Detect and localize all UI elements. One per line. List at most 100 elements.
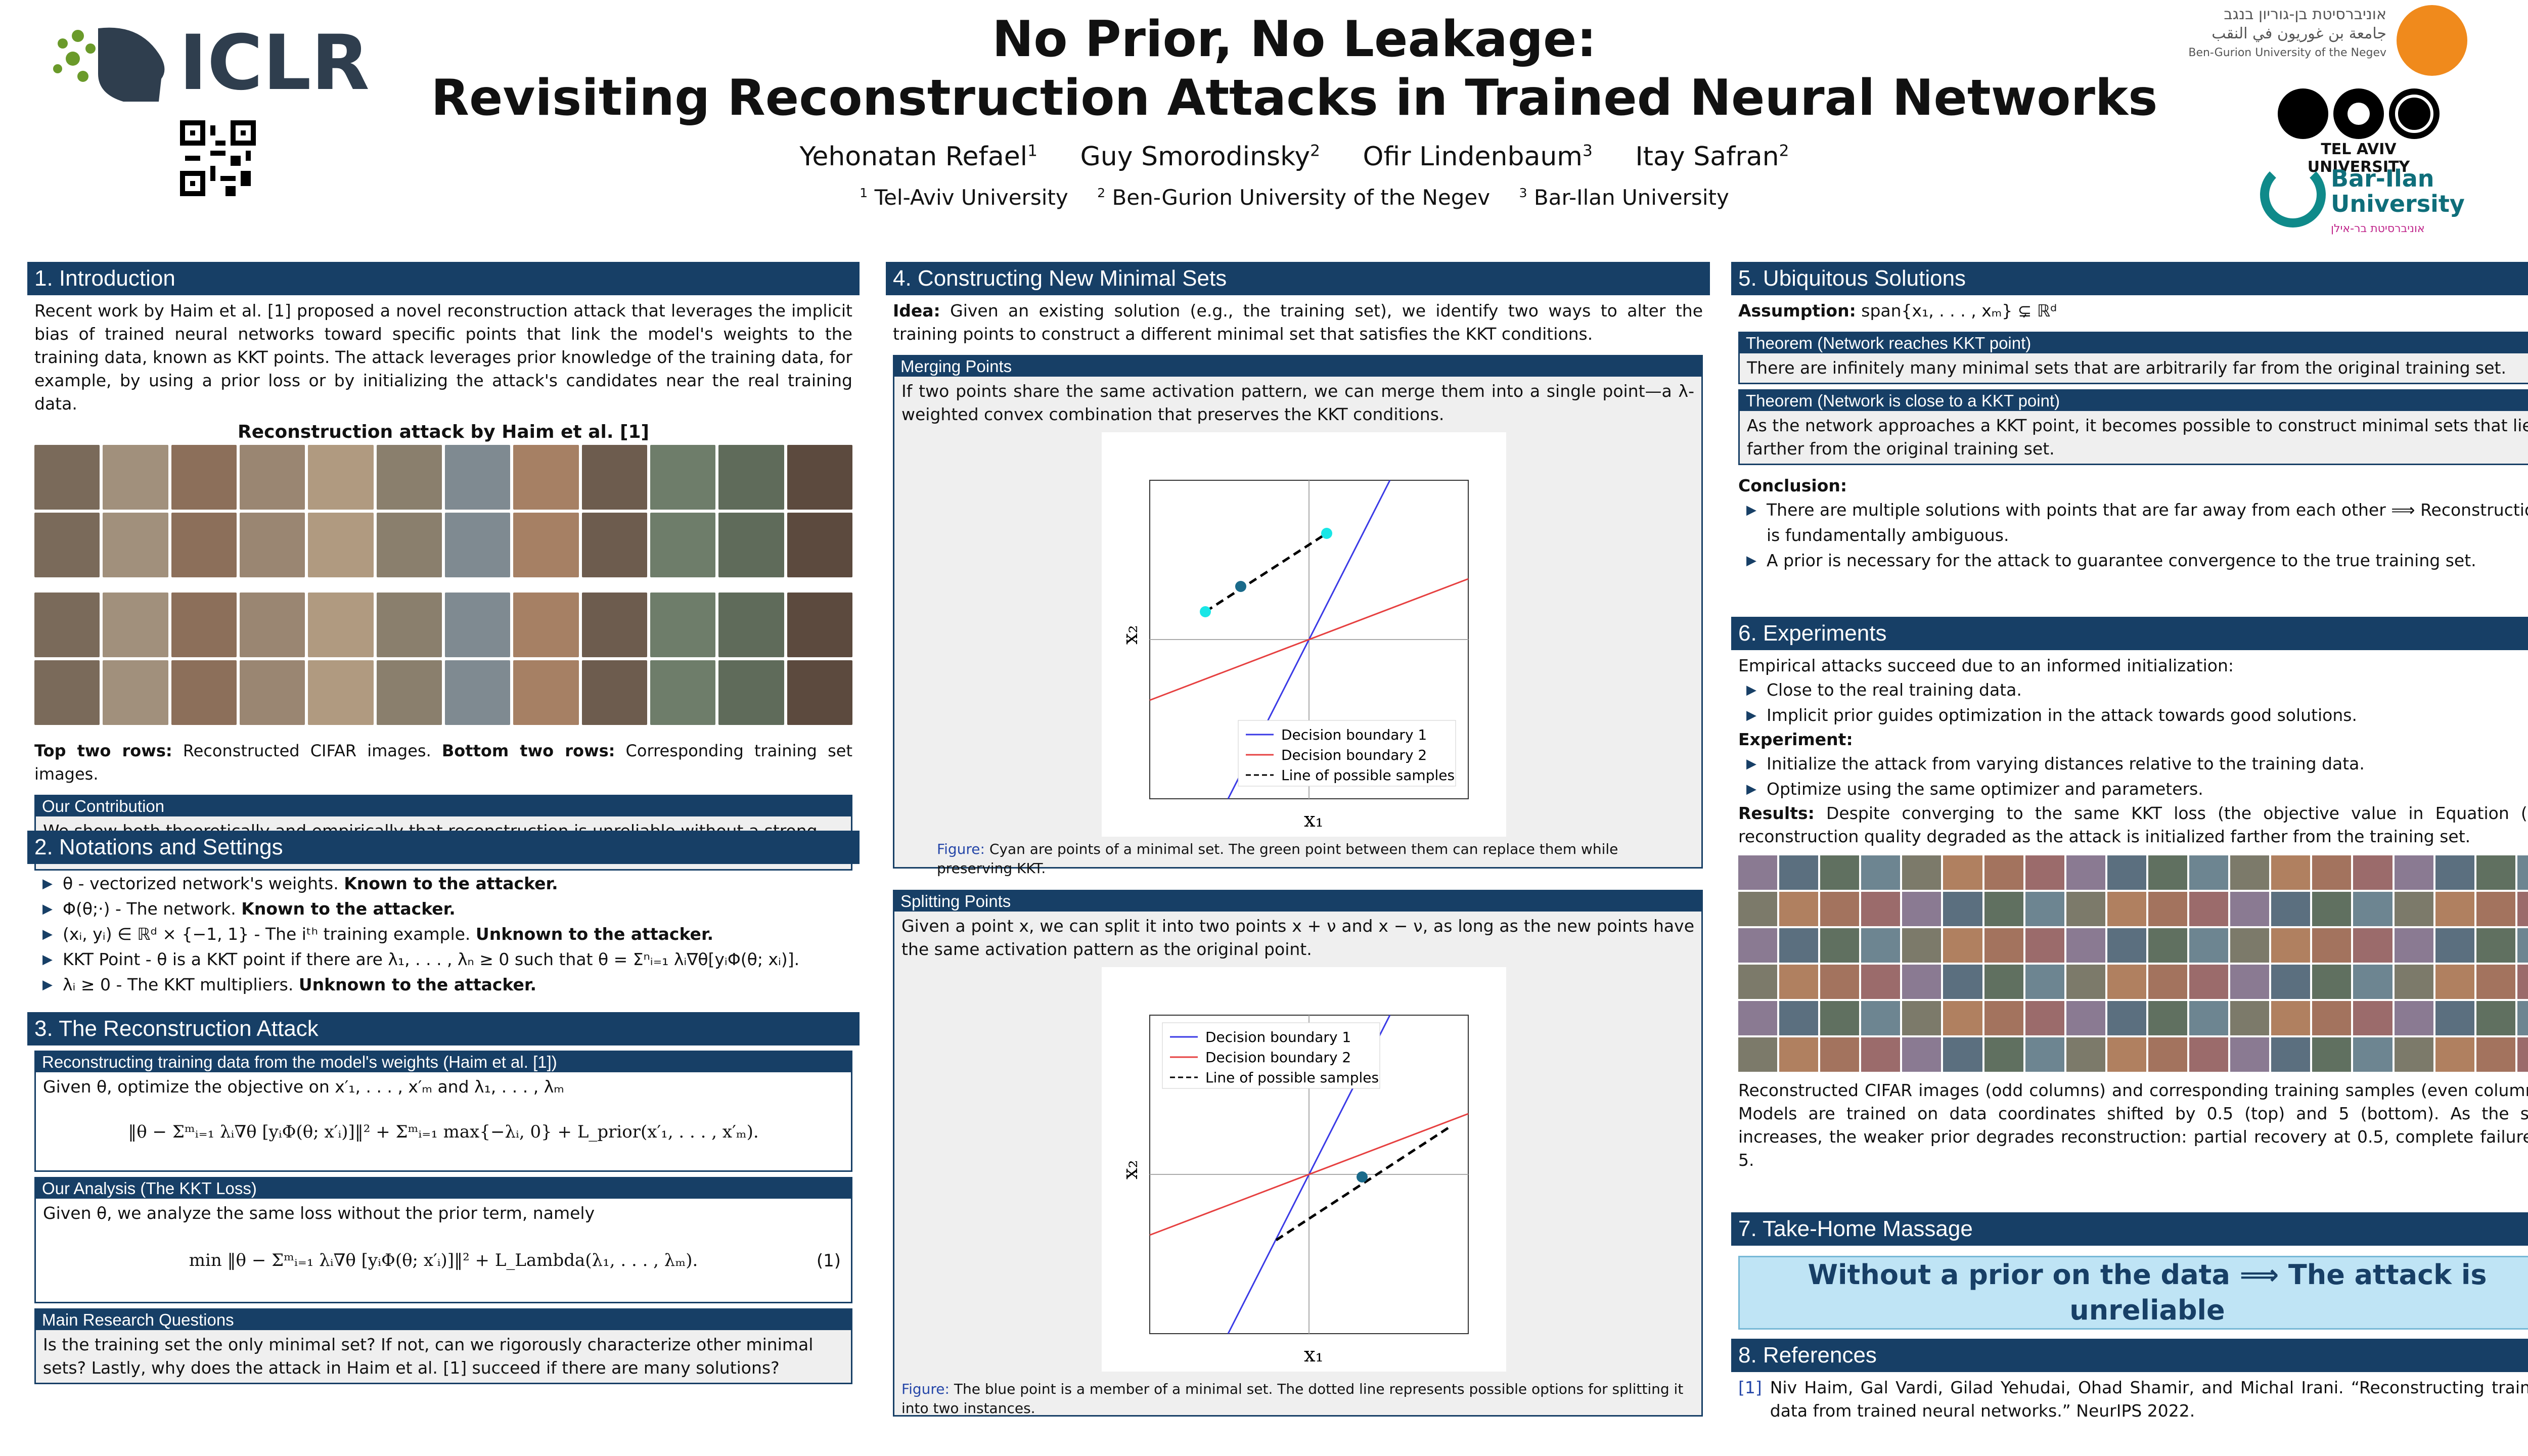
cifar-thumbnail (171, 445, 237, 510)
experiment-thumbnail (1902, 892, 1942, 926)
grid-spacer (513, 580, 578, 589)
conclusion-item: A prior is necessary for the attack to g… (1741, 548, 2528, 573)
experiment-thumbnail (2394, 965, 2433, 999)
experiment-image-grid (1738, 855, 2528, 1072)
figure-title: Reconstruction attack by Haim et al. [1] (238, 422, 649, 442)
grid-spacer (582, 580, 647, 589)
cifar-thumbnail (513, 593, 579, 657)
cifar-thumbnail (513, 445, 579, 510)
grid-spacer (308, 580, 373, 589)
experiment-thumbnail (2107, 855, 2146, 890)
notation-item: (xᵢ, yᵢ) ∈ ℝᵈ × {−1, 1} - The iᵗʰ traini… (37, 922, 852, 947)
affiliation: 3 Bar-Ilan University (1519, 185, 1729, 210)
cifar-thumbnail (171, 593, 237, 657)
author: Guy Smorodinsky2 (1080, 142, 1320, 172)
experiment-thumbnail (2025, 1001, 2064, 1035)
affiliation-list: 1 Tel-Aviv University 2 Ben-Gurion Unive… (0, 185, 2528, 210)
experiment-thumbnail (1984, 892, 2023, 926)
figure-caption: Figure: Cyan are points of a minimal set… (937, 841, 1618, 877)
section-heading: 5. Ubiquitous Solutions (1731, 262, 2528, 295)
cifar-thumbnail (718, 513, 784, 577)
experiment-list: Initialize the attack from varying dista… (1731, 751, 2528, 802)
cifar-thumbnail (444, 660, 511, 725)
list-item: Close to the real training data. (1741, 677, 2528, 703)
experiment-thumbnail (2435, 965, 2474, 999)
box-heading: Our Contribution (36, 796, 851, 816)
experiment-thumbnail (2025, 928, 2064, 963)
experiment-thumbnail (2025, 855, 2064, 890)
experiment-thumbnail (2312, 855, 2352, 890)
cifar-thumbnail (581, 513, 647, 577)
theorem-box: Theorem (Network reaches KKT point) Ther… (1738, 332, 2528, 384)
experiment-thumbnail (2312, 1037, 2352, 1072)
box-text: There are infinitely many minimal sets t… (1740, 353, 2528, 383)
experiment-caption: Reconstructed CIFAR images (odd columns)… (1738, 1080, 2528, 1170)
experiment-thumbnail (2517, 855, 2528, 890)
experiment-thumbnail (2476, 965, 2515, 999)
experiment-thumbnail (2353, 928, 2392, 963)
notation-item: KKT Point - θ is a KKT point if there ar… (37, 947, 852, 972)
qr-code[interactable] (180, 120, 256, 196)
experiment-thumbnail (1902, 855, 1942, 890)
cifar-thumbnail (444, 445, 511, 510)
legend-label: Decision boundary 1 (1205, 1029, 1351, 1045)
experiment-thumbnail (2189, 855, 2229, 890)
experiment-thumbnail (1738, 965, 1778, 999)
experiment-thumbnail (1779, 1037, 1819, 1072)
experiment-thumbnail (1984, 855, 2023, 890)
experiment-thumbnail (1738, 928, 1778, 963)
cifar-thumbnail (308, 660, 374, 725)
experiment-thumbnail (1902, 1001, 1942, 1035)
author: Ofir Lindenbaum3 (1363, 142, 1593, 172)
reference-number[interactable]: [1] (1738, 1378, 1762, 1397)
experiment-thumbnail (1861, 965, 1901, 999)
legend-label: Decision boundary 2 (1281, 747, 1427, 763)
cifar-thumbnail (34, 593, 100, 657)
experiment-thumbnail (2230, 928, 2270, 963)
decision-boundary-2 (1149, 1113, 1469, 1236)
experiment-thumbnail (2394, 1001, 2433, 1035)
section-ubiquitous: 5. Ubiquitous Solutions Assumption: span… (1731, 262, 2528, 573)
experiment-thumbnail (2353, 1001, 2392, 1035)
biu-logo-icon (2260, 162, 2326, 228)
experiment-thumbnail (1902, 1037, 1942, 1072)
experiment-thumbnail (1779, 892, 1819, 926)
experiment-thumbnail (2435, 928, 2474, 963)
kkt-loss-box: Our Analysis (The KKT Loss) Given θ, we … (34, 1177, 852, 1303)
biu-name-1: Bar-Ilan (2331, 165, 2434, 192)
grid-spacer (718, 580, 784, 589)
experiment-thumbnail (2148, 1001, 2188, 1035)
experiment-thumbnail (2189, 928, 2229, 963)
notation-item: λᵢ ≥ 0 - The KKT multipliers. Unknown to… (37, 972, 852, 997)
plot-legend (1162, 1022, 1380, 1089)
experiment-thumbnail (1943, 855, 1982, 890)
experiment-thumbnail (2025, 892, 2064, 926)
cifar-thumbnail (34, 513, 100, 577)
experiment-thumbnail (2476, 1037, 2515, 1072)
legend-label: Line of possible samples (1205, 1069, 1379, 1086)
y-axis-label: x₂ (1119, 1160, 1142, 1179)
cifar-image-grid (34, 445, 852, 725)
cifar-thumbnail (650, 445, 716, 510)
experiment-thumbnail (2312, 892, 2352, 926)
experiment-thumbnail (1902, 928, 1942, 963)
haim-objective-box: Reconstructing training data from the mo… (34, 1051, 852, 1172)
experiment-thumbnail (1861, 1037, 1901, 1072)
research-questions-box: Main Research Questions Is the training … (34, 1308, 852, 1384)
experiment-thumbnail (2148, 928, 2188, 963)
cifar-thumbnail (650, 593, 716, 657)
grid-spacer (240, 580, 305, 589)
cifar-thumbnail (718, 660, 784, 725)
figure-caption: Figure: The blue point is a member of a … (901, 1381, 1684, 1417)
experiment-thumbnail (2271, 965, 2311, 999)
cifar-thumbnail (308, 593, 374, 657)
grid-spacer (445, 580, 510, 589)
cifar-thumbnail (718, 593, 784, 657)
experiment-thumbnail (2394, 928, 2433, 963)
section-heading: 8. References (1731, 1339, 2528, 1372)
box-heading: Merging Points (894, 356, 1701, 377)
cifar-thumbnail (444, 593, 511, 657)
notation-item: θ - vectorized network's weights. Known … (37, 871, 852, 896)
experiment-thumbnail (1943, 892, 1982, 926)
x-axis-label: x₁ (1304, 1343, 1324, 1367)
